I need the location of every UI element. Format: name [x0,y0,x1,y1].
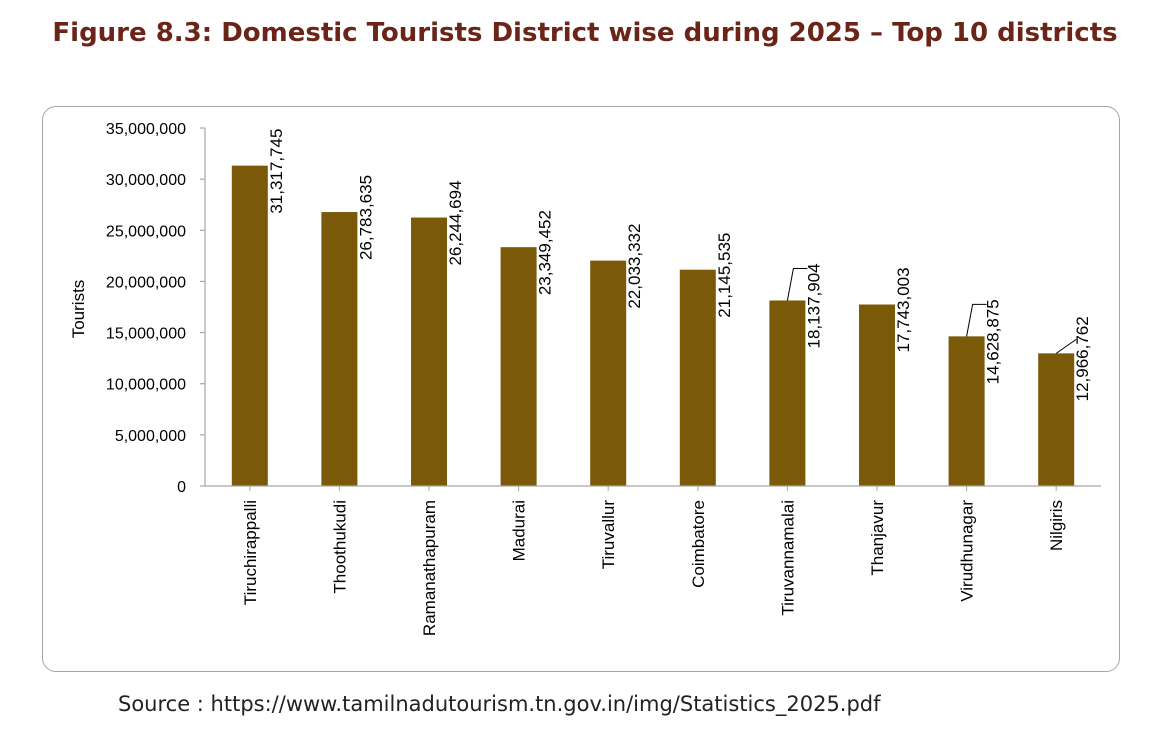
bars [231,165,1075,487]
y-axis-label: Tourists [69,280,88,339]
data-label: 31,317,745 [267,129,286,214]
category-label: Ramanathapuram [420,500,439,636]
y-tick-label: 20,000,000 [106,274,186,291]
data-label: 26,783,635 [356,175,375,260]
bar [1038,353,1075,486]
leader-line [1055,338,1077,354]
bar [948,336,985,486]
bar [500,247,537,486]
data-label: 26,244,694 [446,180,465,265]
bar [321,212,358,486]
bar [590,260,627,486]
y-tick-label: 15,000,000 [106,326,186,343]
bar [231,165,268,486]
y-tick-label: 30,000,000 [106,172,186,189]
source-note: Source : https://www.tamilnadutourism.tn… [118,692,881,716]
bar [859,304,895,486]
category-label: Thoothukudi [330,500,349,594]
x-axis-labels: Tiruchirappalli Thoothukudi Ramanathapuram… [241,486,1066,636]
category-label: Tiruvallur [599,500,618,570]
data-label: 22,033,332 [625,224,644,309]
y-axis-ticks: 0 5,000,000 10,000,000 15,000,000 20,000,000… [106,121,205,496]
bar [411,217,447,487]
category-label: Thanjavur [868,500,887,576]
y-tick-label: 35,000,000 [106,121,186,138]
data-label: 21,145,535 [715,233,734,318]
leader-line [786,267,808,301]
bar [769,300,806,486]
data-label: 23,349,452 [536,210,555,295]
category-label: Virudhunagar [958,500,977,602]
chart-frame [42,106,1120,672]
category-label: Madurai [510,500,529,561]
category-label: Tiruvannamalai [778,500,797,616]
category-label: Coimbatore [689,500,708,588]
y-tick-label: 0 [177,479,186,496]
bar [679,269,716,486]
leader-line [966,303,987,337]
y-tick-label: 10,000,000 [106,377,186,394]
data-label: 12,966,762 [1073,316,1092,401]
data-label: 18,137,904 [804,263,823,348]
y-tick-label: 5,000,000 [115,428,186,445]
y-tick-label: 25,000,000 [106,223,186,240]
figure-title: Figure 8.3: Domestic Tourists District w… [52,18,1118,48]
category-label: Nilgiris [1047,500,1066,551]
data-label: 17,743,003 [894,267,913,352]
data-labels: 31,317,745 26,783,635 26,244,694 23,349,452… [267,129,1092,402]
category-label: Tiruchirappalli [241,500,260,605]
data-label: 14,628,875 [984,299,1003,384]
